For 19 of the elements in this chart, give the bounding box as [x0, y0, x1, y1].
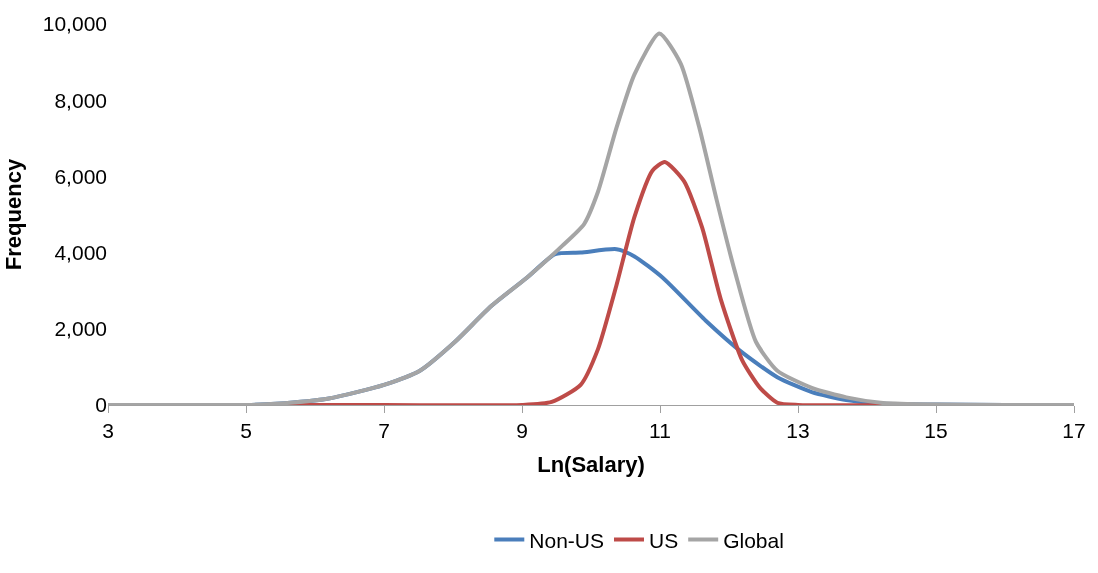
x-tick-label: 13	[786, 419, 810, 443]
y-axis-title: Frequency	[0, 158, 26, 271]
x-tick-label: 7	[378, 419, 390, 443]
x-tick-label: 17	[1062, 419, 1086, 443]
x-tick-label: 3	[102, 419, 114, 443]
legend-label: Non-US	[529, 528, 604, 552]
legend-label: Global	[723, 528, 784, 552]
y-tick-label: 0	[95, 393, 107, 417]
y-tick-label: 6,000	[54, 164, 107, 188]
x-tick-label: 9	[516, 419, 528, 443]
x-tick-label: 15	[924, 419, 948, 443]
y-tick-label: 2,000	[54, 317, 107, 341]
legend-label: US	[649, 528, 679, 552]
x-axis-title: Ln(Salary)	[537, 452, 645, 478]
y-tick-label: 10,000	[42, 12, 107, 36]
x-tick-label: 5	[240, 419, 252, 443]
y-tick-label: 4,000	[54, 240, 107, 264]
y-tick-label: 8,000	[54, 88, 107, 112]
x-tick-label: 11	[649, 419, 671, 443]
